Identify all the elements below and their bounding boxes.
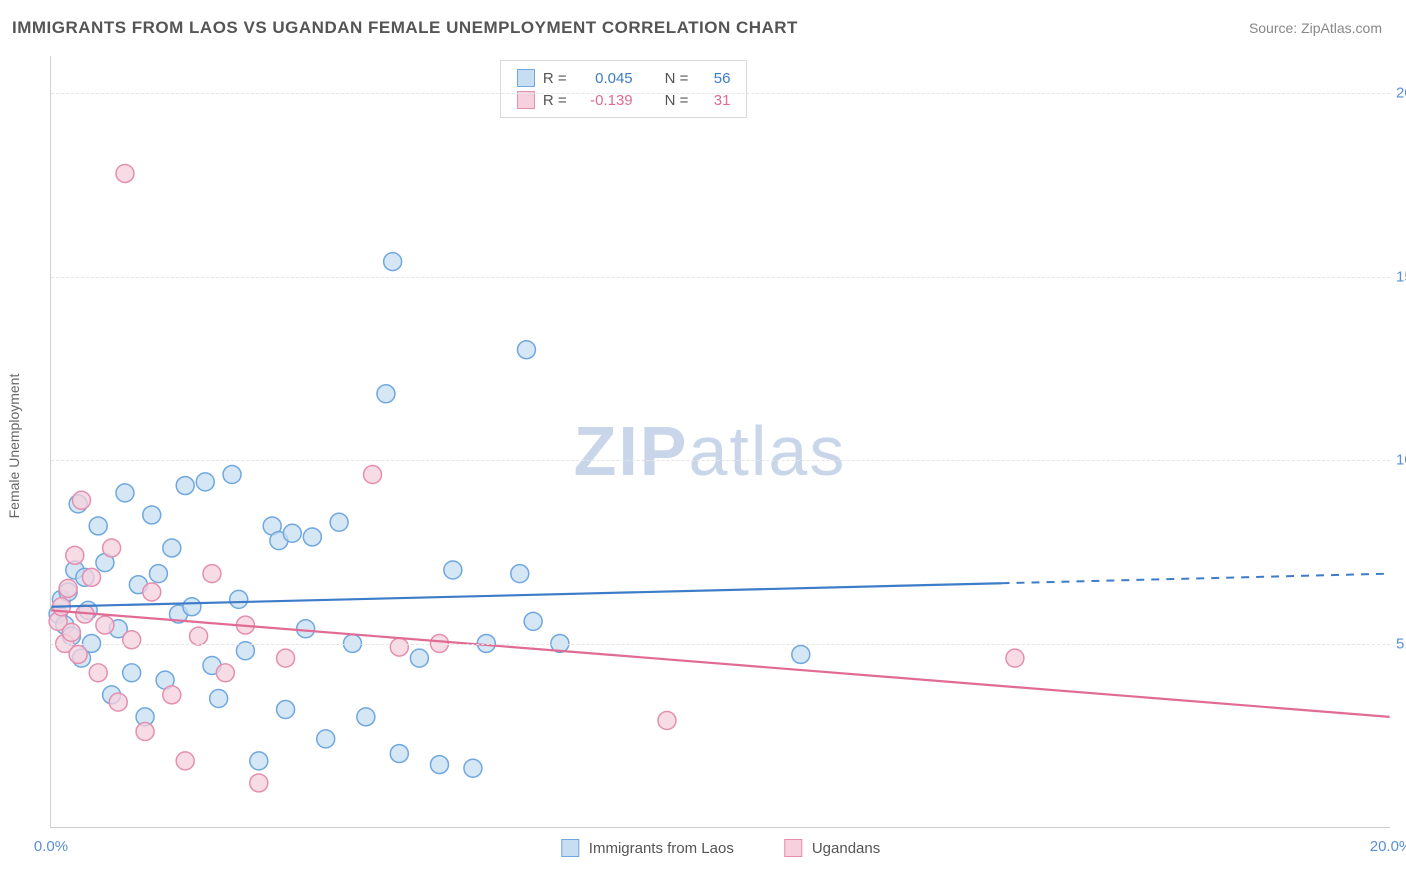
scatter-point-ugandans: [176, 752, 194, 770]
n-value-laos: 56: [696, 70, 730, 87]
scatter-point-laos: [89, 517, 107, 535]
scatter-point-ugandans: [83, 568, 101, 586]
scatter-point-laos: [464, 759, 482, 777]
scatter-point-laos: [196, 473, 214, 491]
legend-swatch-ugandans: [784, 839, 802, 857]
chart-svg: [51, 56, 1390, 827]
scatter-point-ugandans: [364, 466, 382, 484]
scatter-point-laos: [210, 690, 228, 708]
scatter-point-ugandans: [250, 774, 268, 792]
y-tick-label: 20.0%: [1396, 84, 1406, 101]
y-tick-label: 15.0%: [1396, 268, 1406, 285]
r-value-ugandans: -0.139: [575, 92, 633, 109]
legend-swatch-laos: [561, 839, 579, 857]
y-tick-label: 5.0%: [1396, 636, 1406, 653]
scatter-point-ugandans: [59, 579, 77, 597]
scatter-point-ugandans: [72, 491, 90, 509]
trend-line-dashed-laos: [1002, 574, 1390, 584]
scatter-point-ugandans: [1006, 649, 1024, 667]
x-tick-label: 0.0%: [34, 838, 68, 855]
chart-title: IMMIGRANTS FROM LAOS VS UGANDAN FEMALE U…: [12, 18, 798, 38]
gridline: [51, 277, 1390, 278]
scatter-point-laos: [357, 708, 375, 726]
chart-container: IMMIGRANTS FROM LAOS VS UGANDAN FEMALE U…: [0, 0, 1406, 892]
plot-area: ZIPatlas R =0.045N =56R =-0.139N =31 Imm…: [50, 56, 1390, 828]
scatter-point-laos: [230, 590, 248, 608]
legend-label-laos: Immigrants from Laos: [589, 840, 734, 857]
scatter-point-laos: [377, 385, 395, 403]
scatter-point-ugandans: [190, 627, 208, 645]
scatter-point-ugandans: [277, 649, 295, 667]
scatter-point-laos: [163, 539, 181, 557]
scatter-point-ugandans: [96, 616, 114, 634]
scatter-point-laos: [390, 745, 408, 763]
scatter-point-laos: [384, 253, 402, 271]
scatter-point-laos: [517, 341, 535, 359]
scatter-point-ugandans: [658, 712, 676, 730]
scatter-point-ugandans: [143, 583, 161, 601]
gridline: [51, 93, 1390, 94]
scatter-point-ugandans: [109, 693, 127, 711]
scatter-point-laos: [116, 484, 134, 502]
scatter-point-laos: [511, 565, 529, 583]
scatter-point-ugandans: [66, 546, 84, 564]
scatter-point-ugandans: [163, 686, 181, 704]
scatter-point-laos: [283, 524, 301, 542]
scatter-point-laos: [176, 477, 194, 495]
scatter-point-ugandans: [116, 164, 134, 182]
scatter-point-ugandans: [136, 723, 154, 741]
scatter-point-ugandans: [123, 631, 141, 649]
scatter-point-ugandans: [69, 645, 87, 663]
correlation-legend: R = 0.045 N = 56 R = -0.139 N = 31: [500, 60, 748, 118]
scatter-point-laos: [410, 649, 428, 667]
series-legend: Immigrants from Laos Ugandans: [561, 839, 880, 857]
trend-line-laos: [51, 583, 1001, 606]
corr-legend-row-laos: R = 0.045 N = 56: [517, 67, 731, 89]
scatter-point-laos: [430, 756, 448, 774]
r-value-laos: 0.045: [575, 70, 633, 87]
n-label: N =: [665, 70, 689, 87]
scatter-point-laos: [524, 612, 542, 630]
scatter-point-laos: [223, 466, 241, 484]
r-label: R =: [543, 92, 567, 109]
scatter-point-laos: [277, 701, 295, 719]
y-tick-label: 10.0%: [1396, 452, 1406, 469]
scatter-point-laos: [303, 528, 321, 546]
scatter-point-laos: [250, 752, 268, 770]
gridline: [51, 644, 1390, 645]
r-label: R =: [543, 70, 567, 87]
legend-label-ugandans: Ugandans: [812, 840, 880, 857]
corr-swatch-laos: [517, 69, 535, 87]
scatter-point-ugandans: [103, 539, 121, 557]
scatter-point-ugandans: [62, 623, 80, 641]
trend-line-ugandans: [51, 610, 1389, 716]
n-value-ugandans: 31: [696, 92, 730, 109]
scatter-point-laos: [123, 664, 141, 682]
scatter-point-laos: [444, 561, 462, 579]
n-label: N =: [665, 92, 689, 109]
scatter-point-laos: [143, 506, 161, 524]
y-axis-label: Female Unemployment: [6, 374, 22, 519]
source-label: Source: ZipAtlas.com: [1249, 20, 1382, 36]
scatter-point-ugandans: [216, 664, 234, 682]
scatter-point-laos: [183, 598, 201, 616]
scatter-point-laos: [149, 565, 167, 583]
scatter-point-laos: [330, 513, 348, 531]
scatter-point-laos: [792, 645, 810, 663]
scatter-point-laos: [317, 730, 335, 748]
scatter-point-laos: [297, 620, 315, 638]
scatter-point-ugandans: [203, 565, 221, 583]
scatter-point-ugandans: [89, 664, 107, 682]
x-tick-label: 20.0%: [1370, 838, 1406, 855]
scatter-point-ugandans: [390, 638, 408, 656]
gridline: [51, 460, 1390, 461]
